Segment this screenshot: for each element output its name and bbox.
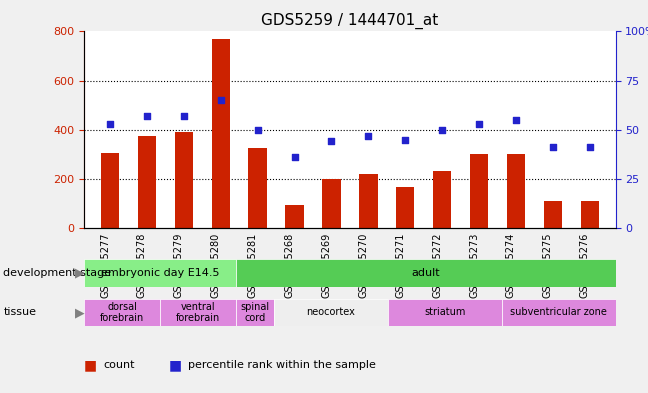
FancyBboxPatch shape	[236, 259, 616, 287]
Text: ventral
forebrain: ventral forebrain	[176, 302, 220, 323]
Point	[216, 97, 226, 103]
Bar	[211, 39, 230, 228]
Point	[105, 121, 115, 127]
Text: embryonic day E14.5: embryonic day E14.5	[101, 268, 220, 278]
Point	[327, 138, 337, 145]
Point	[548, 144, 558, 151]
FancyBboxPatch shape	[388, 299, 502, 326]
Text: subventricular zone: subventricular zone	[510, 307, 607, 318]
Bar	[175, 132, 193, 228]
Text: neocortex: neocortex	[307, 307, 355, 318]
Bar	[396, 187, 415, 228]
Text: percentile rank within the sample: percentile rank within the sample	[188, 360, 376, 371]
Point	[584, 144, 595, 151]
FancyBboxPatch shape	[84, 299, 160, 326]
Bar	[322, 179, 341, 228]
Text: ■: ■	[168, 358, 181, 373]
Bar	[359, 174, 378, 228]
Bar	[101, 153, 119, 228]
Bar	[581, 201, 599, 228]
Text: striatum: striatum	[424, 307, 465, 318]
Text: development stage: development stage	[3, 268, 111, 278]
Bar	[248, 148, 267, 228]
Text: ▶: ▶	[75, 306, 84, 319]
Text: spinal
cord: spinal cord	[240, 302, 270, 323]
Point	[253, 127, 263, 133]
Bar	[470, 154, 489, 228]
Text: tissue: tissue	[3, 307, 36, 318]
Point	[363, 132, 373, 139]
FancyBboxPatch shape	[236, 299, 274, 326]
Bar	[507, 154, 525, 228]
Text: ■: ■	[84, 358, 97, 373]
Bar	[285, 205, 304, 228]
Bar	[544, 201, 562, 228]
Text: ▶: ▶	[75, 266, 84, 280]
Text: adult: adult	[411, 268, 440, 278]
FancyBboxPatch shape	[274, 299, 388, 326]
Point	[474, 121, 484, 127]
Bar	[433, 171, 452, 228]
Point	[400, 136, 410, 143]
Point	[290, 154, 300, 160]
FancyBboxPatch shape	[160, 299, 236, 326]
FancyBboxPatch shape	[502, 299, 616, 326]
Point	[437, 127, 447, 133]
FancyBboxPatch shape	[84, 259, 236, 287]
Point	[179, 113, 189, 119]
Point	[511, 117, 521, 123]
Text: dorsal
forebrain: dorsal forebrain	[100, 302, 145, 323]
Title: GDS5259 / 1444701_at: GDS5259 / 1444701_at	[261, 13, 439, 29]
Text: count: count	[104, 360, 135, 371]
Bar	[138, 136, 156, 228]
Point	[142, 113, 152, 119]
